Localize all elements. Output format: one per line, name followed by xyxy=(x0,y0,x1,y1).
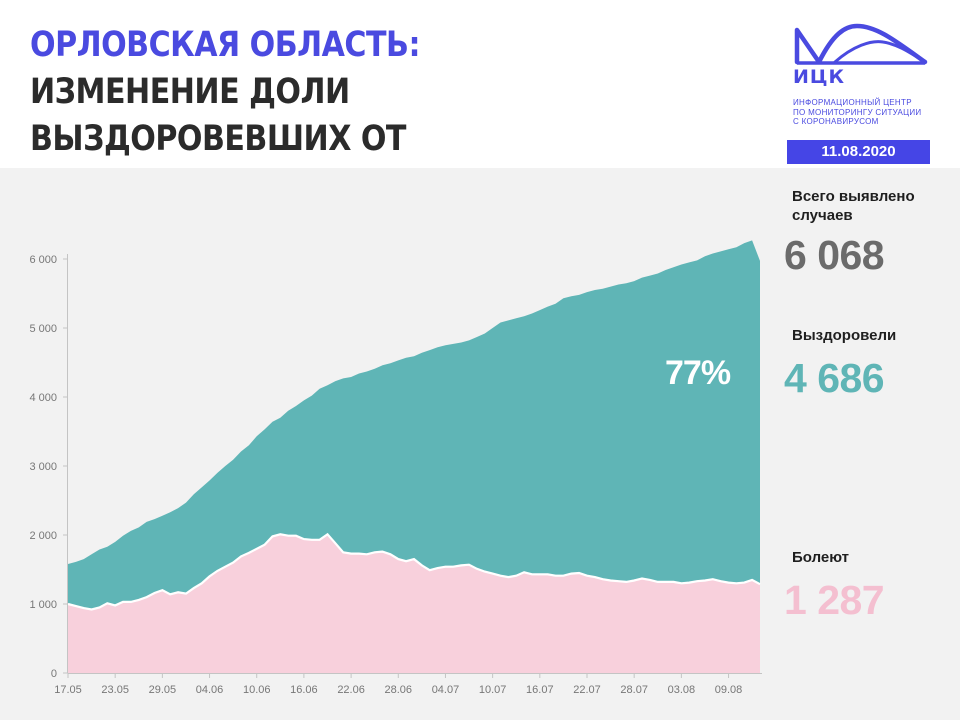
recovered-label: Выздоровели xyxy=(792,327,897,344)
y-tick-label: 0 xyxy=(51,668,57,680)
x-tick-label: 10.07 xyxy=(479,684,507,696)
logo-text: ИЦК xyxy=(793,66,846,88)
x-tick-label: 23.05 xyxy=(101,684,129,696)
logo-subtitle-line: С КОРОНАВИРУСОМ xyxy=(793,117,879,126)
area-chart: 0 1 000 2 000 3 000 4 000 5 000 6 000 17.05 23.0… xyxy=(29,240,762,696)
series-area-recovered xyxy=(68,240,760,610)
header: ОРЛОВСКАЯ ОБЛАСТЬ: ИЗМЕНЕНИЕ ДОЛИ ВЫЗДОР… xyxy=(0,0,960,206)
y-tick-label: 5 000 xyxy=(29,323,57,335)
y-tick-label: 1 000 xyxy=(29,599,57,611)
x-tick-label: 04.06 xyxy=(196,684,224,696)
x-tick-label: 09.08 xyxy=(715,684,743,696)
logo-subtitle-line: ИНФОРМАЦИОННЫЙ ЦЕНТР xyxy=(793,98,912,107)
x-tick-label: 10.06 xyxy=(243,684,271,696)
logo-subtitle: ИНФОРМАЦИОННЫЙ ЦЕНТР ПО МОНИТОРИНГУ СИТУ… xyxy=(793,98,943,127)
title-rest: ИЗМЕНЕНИЕ ДОЛИ xyxy=(30,72,350,112)
y-tick-label: 2 000 xyxy=(29,530,57,542)
series-area-sick xyxy=(68,534,760,673)
x-tick-label: 04.07 xyxy=(432,684,460,696)
x-tick-label: 16.07 xyxy=(526,684,554,696)
sick-label: Болеют xyxy=(792,549,850,566)
x-tick-label: 16.06 xyxy=(290,684,318,696)
total-cases-value: 6 068 xyxy=(784,232,885,278)
date-badge: 11.08.2020 xyxy=(787,140,930,164)
logo-mark-icon xyxy=(794,23,928,65)
x-tick-label: 29.05 xyxy=(149,684,177,696)
y-tick-label: 3 000 xyxy=(29,461,57,473)
x-tick-label: 22.06 xyxy=(337,684,365,696)
itsk-logo: ИЦК ИНФОРМАЦИОННЫЙ ЦЕНТР ПО МОНИТОРИНГУ … xyxy=(793,20,933,126)
x-tick-label: 28.07 xyxy=(620,684,648,696)
recovered-share-label: 77% xyxy=(665,354,731,392)
recovered-value: 4 686 xyxy=(784,355,885,401)
title-region: ОРЛОВСКАЯ ОБЛАСТЬ: xyxy=(30,25,420,65)
logo-subtitle-line: ПО МОНИТОРИНГУ СИТУАЦИИ xyxy=(793,107,922,117)
y-tick-label: 6 000 xyxy=(29,254,57,266)
series-boundary-line xyxy=(67,532,761,611)
x-tick-label: 17.05 xyxy=(54,684,82,696)
y-tick-label: 4 000 xyxy=(29,392,57,404)
x-tick-label: 28.06 xyxy=(385,684,413,696)
x-tick-label: 22.07 xyxy=(573,684,601,696)
sick-value: 1 287 xyxy=(784,577,885,623)
x-tick-label: 03.08 xyxy=(668,684,696,696)
total-cases-label: Всего выявлено случаев xyxy=(792,188,915,224)
